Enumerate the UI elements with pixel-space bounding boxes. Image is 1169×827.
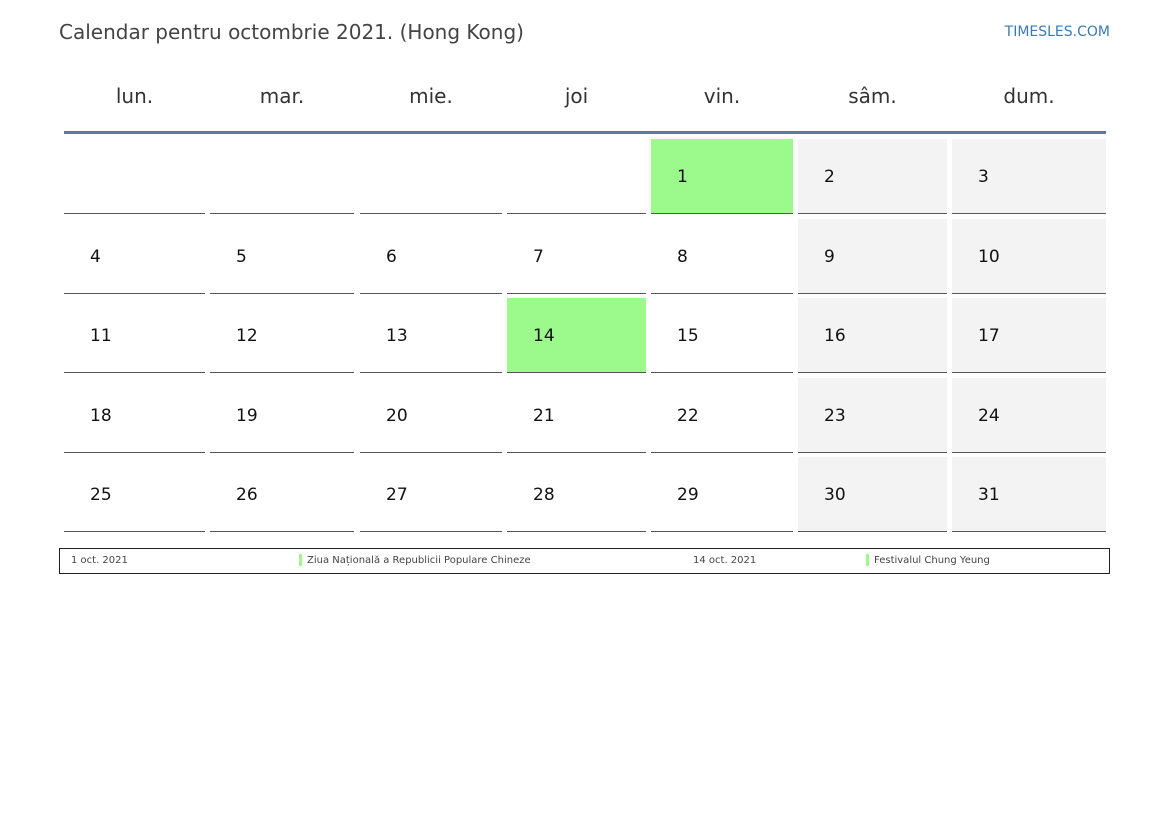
day-cell[interactable]: 16 — [798, 298, 947, 373]
day-number: 13 — [386, 326, 408, 346]
weekday-label: mie. — [409, 84, 453, 108]
empty-day-cell — [64, 139, 205, 214]
day-cell[interactable]: 3 — [952, 139, 1106, 214]
legend-color-swatch — [866, 554, 869, 566]
day-cell[interactable]: 24 — [952, 378, 1106, 453]
empty-day-cell — [507, 139, 646, 214]
day-cell[interactable]: 4 — [64, 219, 205, 294]
day-cell[interactable]: 11 — [64, 298, 205, 373]
day-number: 10 — [978, 247, 1000, 267]
header-divider — [64, 131, 1106, 134]
day-number: 21 — [533, 406, 555, 426]
legend-holiday-name: Festivalul Chung Yeung — [874, 555, 990, 566]
empty-day-cell — [360, 139, 502, 214]
day-number: 9 — [824, 247, 835, 267]
day-cell[interactable]: 29 — [651, 457, 793, 532]
day-number: 16 — [824, 326, 846, 346]
empty-day-cell — [210, 139, 354, 214]
day-number: 19 — [236, 406, 258, 426]
day-number: 17 — [978, 326, 1000, 346]
day-number: 29 — [677, 485, 699, 505]
weekday-header: lun. mar. mie. joi vin. sâm. dum. — [64, 84, 1106, 114]
weekday-label: mar. — [259, 84, 305, 108]
day-cell[interactable]: 30 — [798, 457, 947, 532]
day-number: 26 — [236, 485, 258, 505]
day-number: 5 — [236, 247, 247, 267]
day-cell[interactable]: 8 — [651, 219, 793, 294]
day-number: 28 — [533, 485, 555, 505]
day-cell[interactable]: 10 — [952, 219, 1106, 294]
holiday-day-cell[interactable]: 14 — [507, 298, 646, 373]
day-number: 15 — [677, 326, 699, 346]
day-number: 23 — [824, 406, 846, 426]
page-title: Calendar pentru octombrie 2021. (Hong Ko… — [59, 20, 524, 44]
day-cell[interactable]: 21 — [507, 378, 646, 453]
day-cell[interactable]: 17 — [952, 298, 1106, 373]
day-number: 11 — [90, 326, 112, 346]
day-number: 27 — [386, 485, 408, 505]
day-cell[interactable]: 12 — [210, 298, 354, 373]
brand-link[interactable]: TIMESLES.COM — [1004, 24, 1110, 40]
day-cell[interactable]: 5 — [210, 219, 354, 294]
day-cell[interactable]: 23 — [798, 378, 947, 453]
day-number: 2 — [824, 167, 835, 187]
legend-date: 1 oct. 2021 — [71, 555, 128, 566]
weekday-label: lun. — [115, 84, 154, 108]
day-number: 31 — [978, 485, 1000, 505]
day-number: 8 — [677, 247, 688, 267]
weekday-label: sâm. — [848, 84, 897, 108]
day-number: 3 — [978, 167, 989, 187]
weekday-label: joi — [564, 84, 589, 108]
day-cell[interactable]: 27 — [360, 457, 502, 532]
holiday-day-cell[interactable]: 1 — [651, 139, 793, 214]
day-cell[interactable]: 9 — [798, 219, 947, 294]
weekday-label: vin. — [703, 84, 741, 108]
day-number: 25 — [90, 485, 112, 505]
day-number: 22 — [677, 406, 699, 426]
day-cell[interactable]: 7 — [507, 219, 646, 294]
day-cell[interactable]: 6 — [360, 219, 502, 294]
legend-color-swatch — [299, 554, 302, 566]
day-number: 1 — [677, 167, 688, 187]
day-cell[interactable]: 25 — [64, 457, 205, 532]
day-number: 12 — [236, 326, 258, 346]
day-number: 20 — [386, 406, 408, 426]
day-cell[interactable]: 19 — [210, 378, 354, 453]
weekday-label: dum. — [1003, 84, 1055, 108]
holiday-legend: 1 oct. 2021 Ziua Națională a Republicii … — [59, 548, 1110, 574]
legend-date: 14 oct. 2021 — [693, 555, 757, 566]
day-cell[interactable]: 28 — [507, 457, 646, 532]
day-cell[interactable]: 2 — [798, 139, 947, 214]
day-number: 30 — [824, 485, 846, 505]
day-cell[interactable]: 20 — [360, 378, 502, 453]
day-number: 24 — [978, 406, 1000, 426]
day-number: 7 — [533, 247, 544, 267]
day-number: 4 — [90, 247, 101, 267]
day-cell[interactable]: 31 — [952, 457, 1106, 532]
day-cell[interactable]: 26 — [210, 457, 354, 532]
day-cell[interactable]: 18 — [64, 378, 205, 453]
day-cell[interactable]: 22 — [651, 378, 793, 453]
day-number: 6 — [386, 247, 397, 267]
day-number: 18 — [90, 406, 112, 426]
legend-holiday-name: Ziua Națională a Republicii Populare Chi… — [307, 555, 531, 566]
day-cell[interactable]: 13 — [360, 298, 502, 373]
day-number: 14 — [533, 326, 555, 346]
day-cell[interactable]: 15 — [651, 298, 793, 373]
